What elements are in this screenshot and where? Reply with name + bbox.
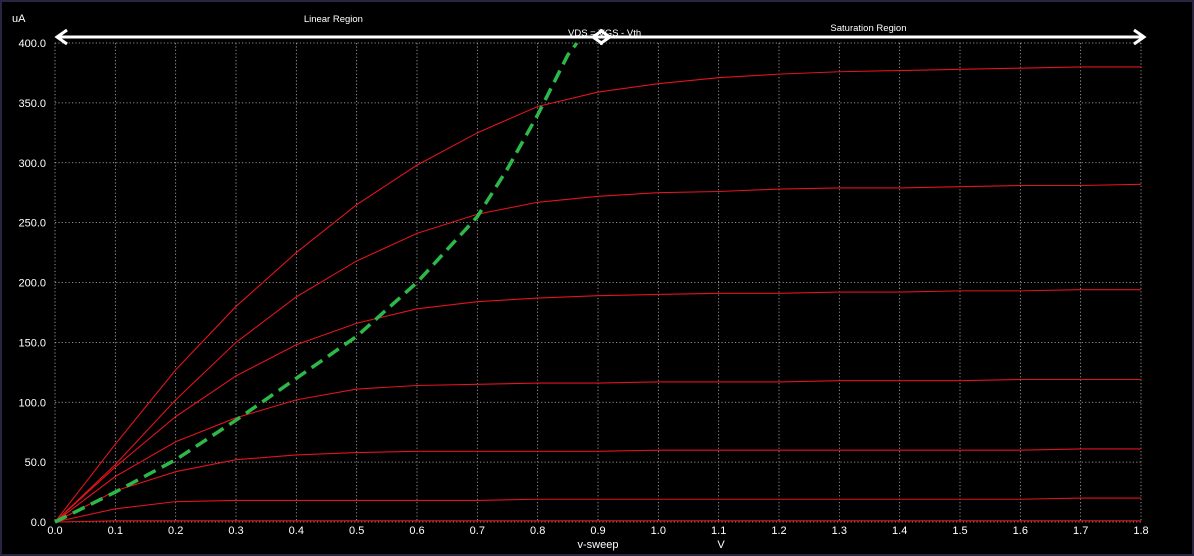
boundary-label: VDS = VGS - Vth (568, 28, 641, 39)
y-tick-label: 200.0 (18, 278, 46, 290)
boundary-curve (54, 41, 579, 524)
series-curve-1 (54, 66, 1141, 523)
x-tick-label: 1.5 (952, 525, 967, 537)
y-tick-label: 250.0 (18, 218, 46, 230)
y-tick-labels: 0.0 50.0 100.0 150.0 200.0 250.0 300.0 350.0 400… (18, 38, 46, 529)
x-tick-label: 1.0 (651, 525, 666, 537)
y-tick-label: 300.0 (18, 158, 46, 170)
y-axis-unit: uA (12, 13, 26, 25)
saturation-region-label: Saturation Region (830, 23, 906, 34)
x-axis-label: v-sweep (578, 539, 619, 551)
series-curve-5 (54, 448, 1141, 523)
x-tick-label: 1.6 (1013, 525, 1028, 537)
x-tick-label: 1.1 (711, 525, 726, 537)
series-curve-2 (54, 183, 1142, 523)
saturation-boundary (54, 41, 579, 524)
saturation-region-arrow (590, 28, 1147, 46)
linear-region-arrow (54, 28, 613, 46)
x-tick-label: 1.2 (771, 525, 786, 537)
y-tick-label: 400.0 (18, 38, 46, 50)
x-tick-label: 1.3 (832, 525, 847, 537)
current-curves (54, 66, 1142, 523)
x-tick-label: 1.7 (1073, 525, 1088, 537)
y-tick-label: 100.0 (18, 397, 46, 409)
x-tick-label: 0.0 (47, 525, 62, 537)
series-curve-4 (54, 378, 1141, 523)
y-tick-label: 0.0 (31, 517, 46, 529)
series-curve-7 (54, 520, 1141, 523)
x-tick-labels: 0.0 0.1 0.2 0.3 0.4 0.5 0.6 0.7 0.8 0.9 1.0 1.1 1.2 1… (47, 525, 1148, 537)
x-tick-label: 0.8 (530, 525, 545, 537)
y-tick-label: 150.0 (18, 337, 46, 349)
region-annotations: Linear Region Saturation Region VDS = VGS … (54, 14, 1147, 46)
series-curve-3 (54, 289, 1141, 523)
x-axis-unit: V (717, 539, 725, 551)
linear-region-label: Linear Region (304, 14, 363, 25)
x-tick-label: 0.6 (409, 525, 424, 537)
x-tick-label: 0.1 (108, 525, 123, 537)
x-tick-label: 0.7 (470, 525, 485, 537)
x-tick-label: 1.8 (1133, 525, 1148, 537)
y-tick-label: 50.0 (25, 457, 46, 469)
series-curve-6 (54, 497, 1141, 523)
x-tick-label: 0.3 (228, 525, 243, 537)
x-tick-label: 1.4 (892, 525, 907, 537)
y-tick-label: 350.0 (18, 98, 46, 110)
x-tick-label: 0.2 (168, 525, 183, 537)
x-tick-label: 0.4 (289, 525, 304, 537)
x-tick-label: 0.9 (590, 525, 605, 537)
x-tick-label: 0.5 (349, 525, 364, 537)
